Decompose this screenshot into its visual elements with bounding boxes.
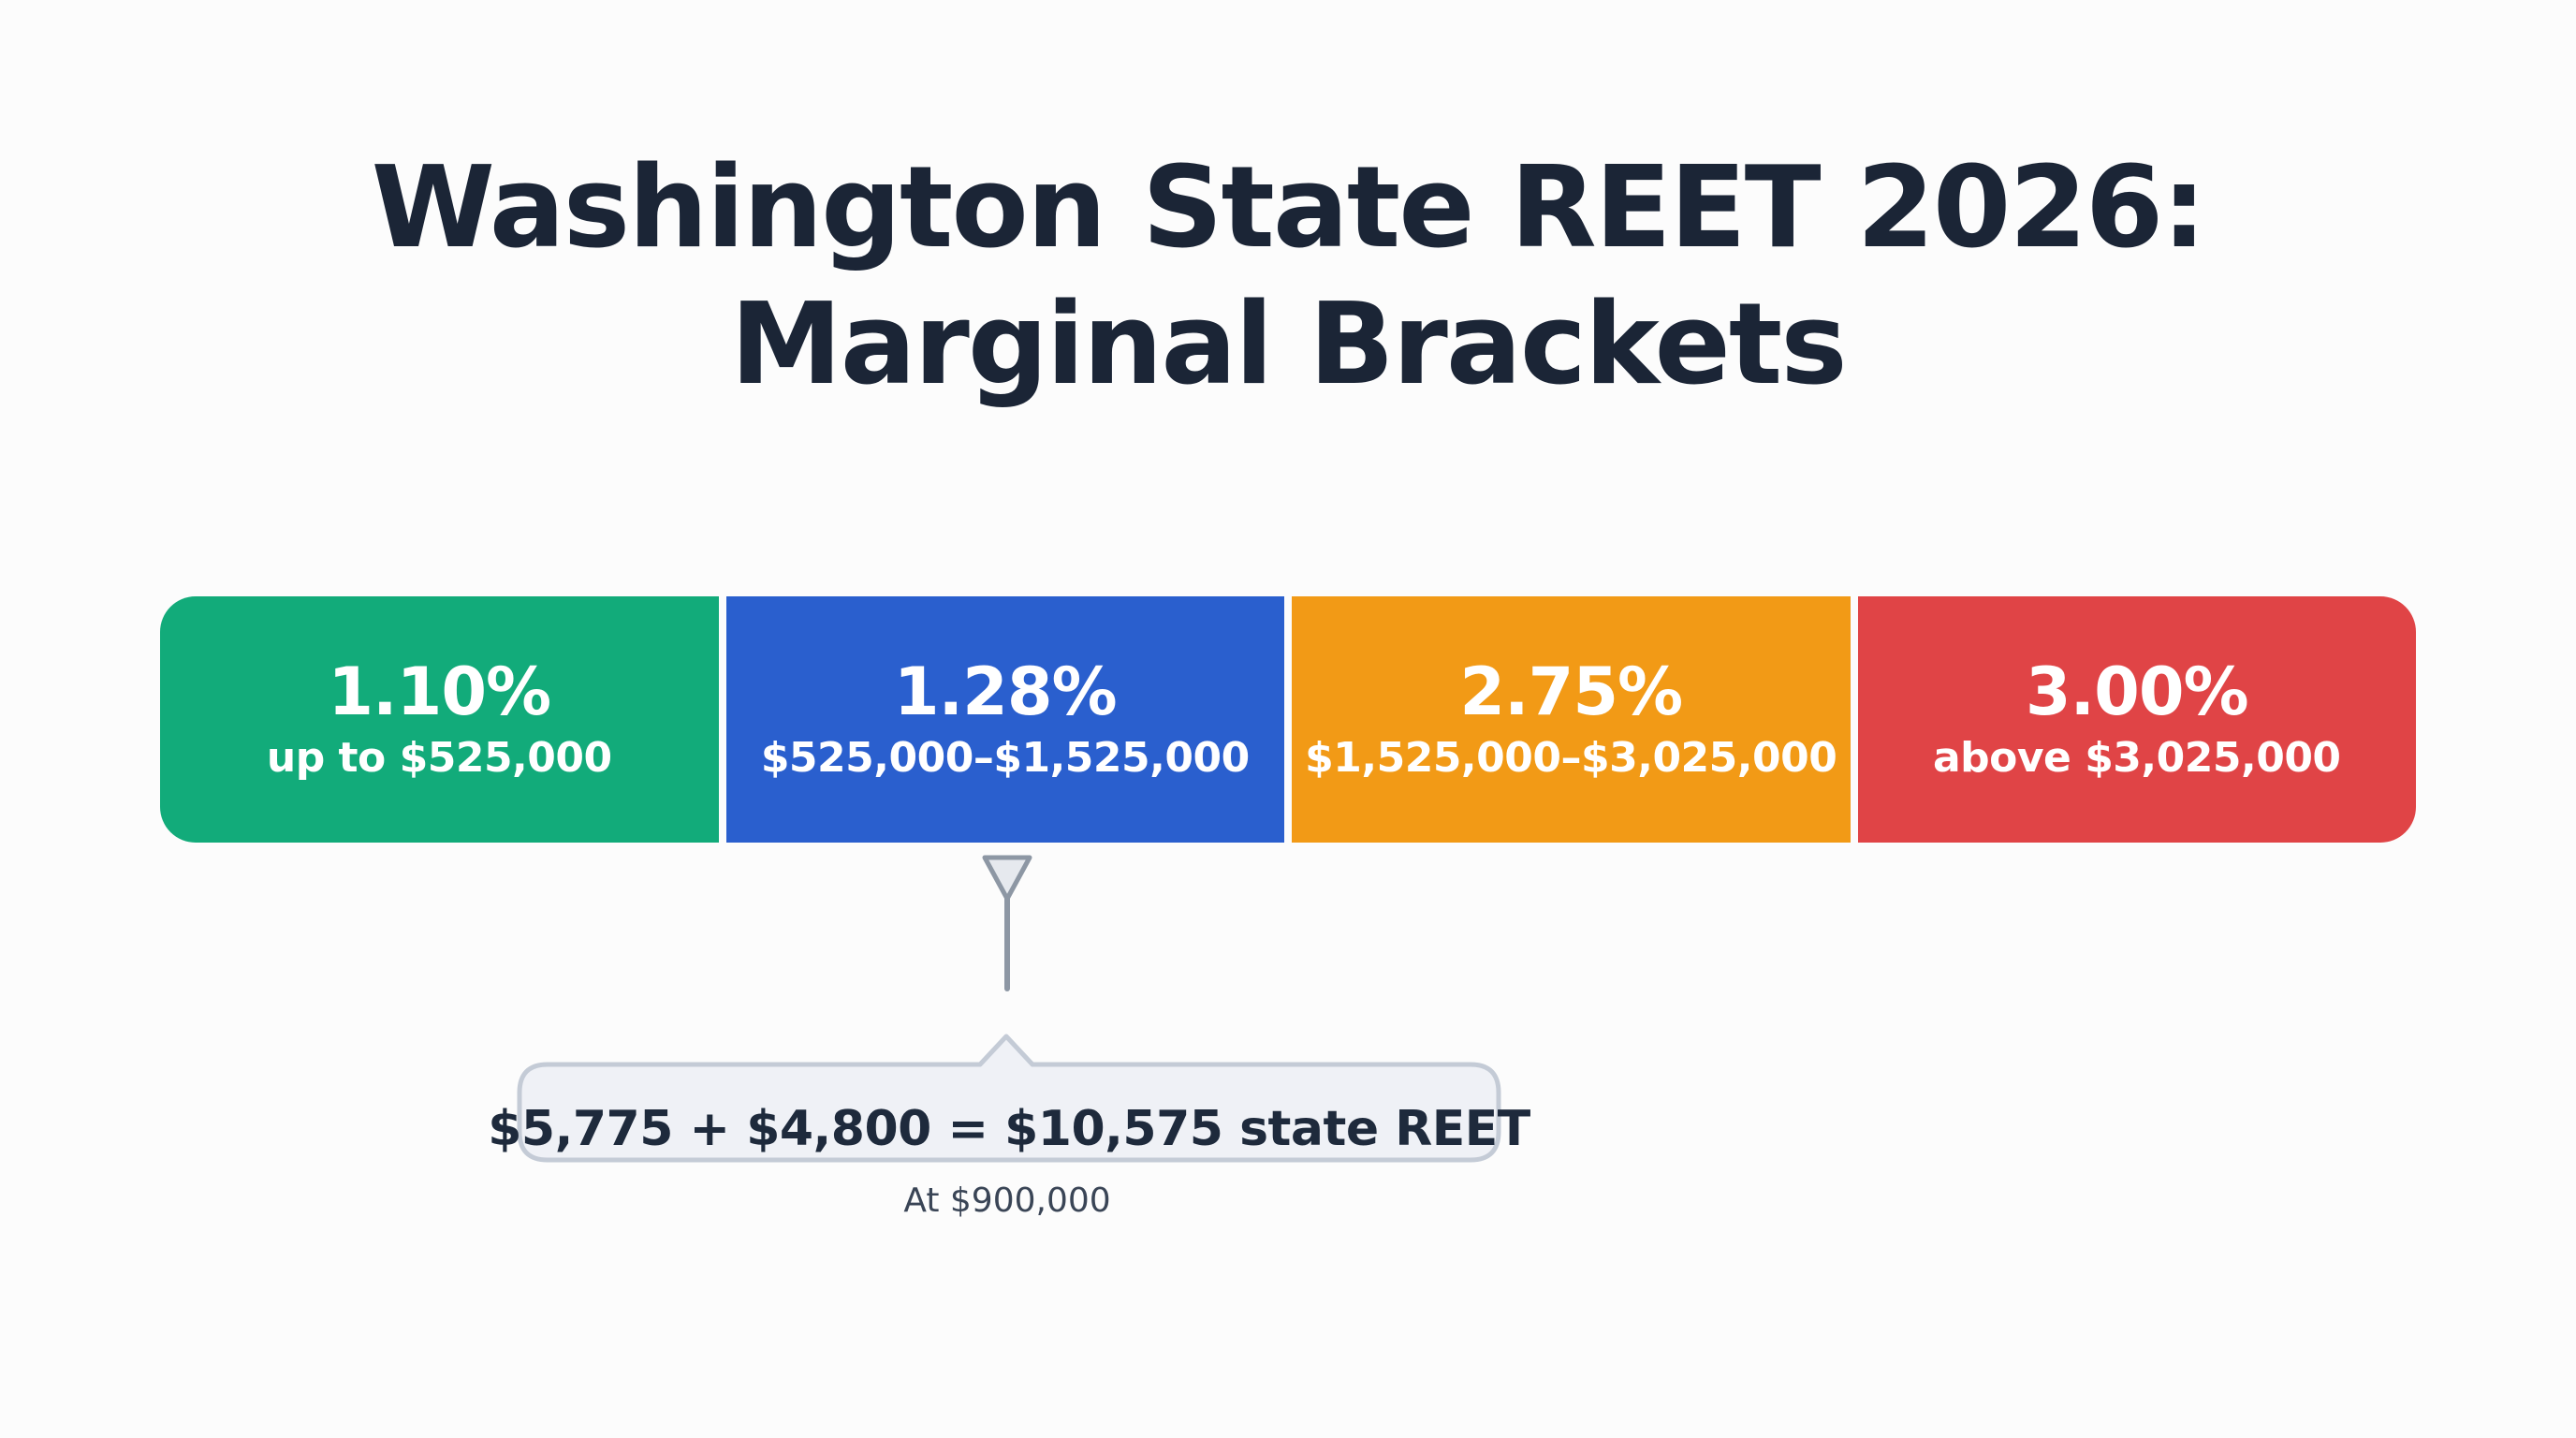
bracket-rate: 1.10% xyxy=(328,653,551,730)
callout-box xyxy=(517,1034,1501,1163)
title-line-1: Washington State REET 2026: xyxy=(371,143,2207,273)
bracket-1: 1.10% up to $525,000 xyxy=(160,596,719,843)
bracket-3: 2.75% $1,525,000–$3,025,000 xyxy=(1292,596,1851,843)
title-line-2: Marginal Brackets xyxy=(730,280,1847,410)
bracket-rate: 2.75% xyxy=(1459,653,1683,730)
bracket-rate: 1.28% xyxy=(893,653,1118,730)
bracket-2: 1.28% $525,000–$1,525,000 xyxy=(725,596,1284,843)
pointer-marker xyxy=(982,855,1032,991)
callout-formula: $5,775 + $4,800 = $10,575 state REET xyxy=(488,1101,1530,1157)
bracket-rate: 3.00% xyxy=(2025,653,2249,730)
bracket-range: $525,000–$1,525,000 xyxy=(760,733,1250,782)
bracket-range: up to $525,000 xyxy=(266,733,612,782)
bracket-bar: 1.10% up to $525,000 1.28% $525,000–$1,5… xyxy=(160,596,2416,843)
bracket-4: 3.00% above $3,025,000 xyxy=(1857,596,2416,843)
callout-bubble xyxy=(517,1034,1501,1163)
bracket-range: above $3,025,000 xyxy=(1932,733,2341,782)
pointer-triangle-icon xyxy=(982,855,1032,902)
callout-caption: At $900,000 xyxy=(903,1181,1111,1220)
callout-text: $5,775 + $4,800 = $10,575 state REET xyxy=(488,1033,1530,1164)
bracket-range: $1,525,000–$3,025,000 xyxy=(1305,733,1837,782)
page-title: Washington State REET 2026: Marginal Bra… xyxy=(0,140,2576,414)
